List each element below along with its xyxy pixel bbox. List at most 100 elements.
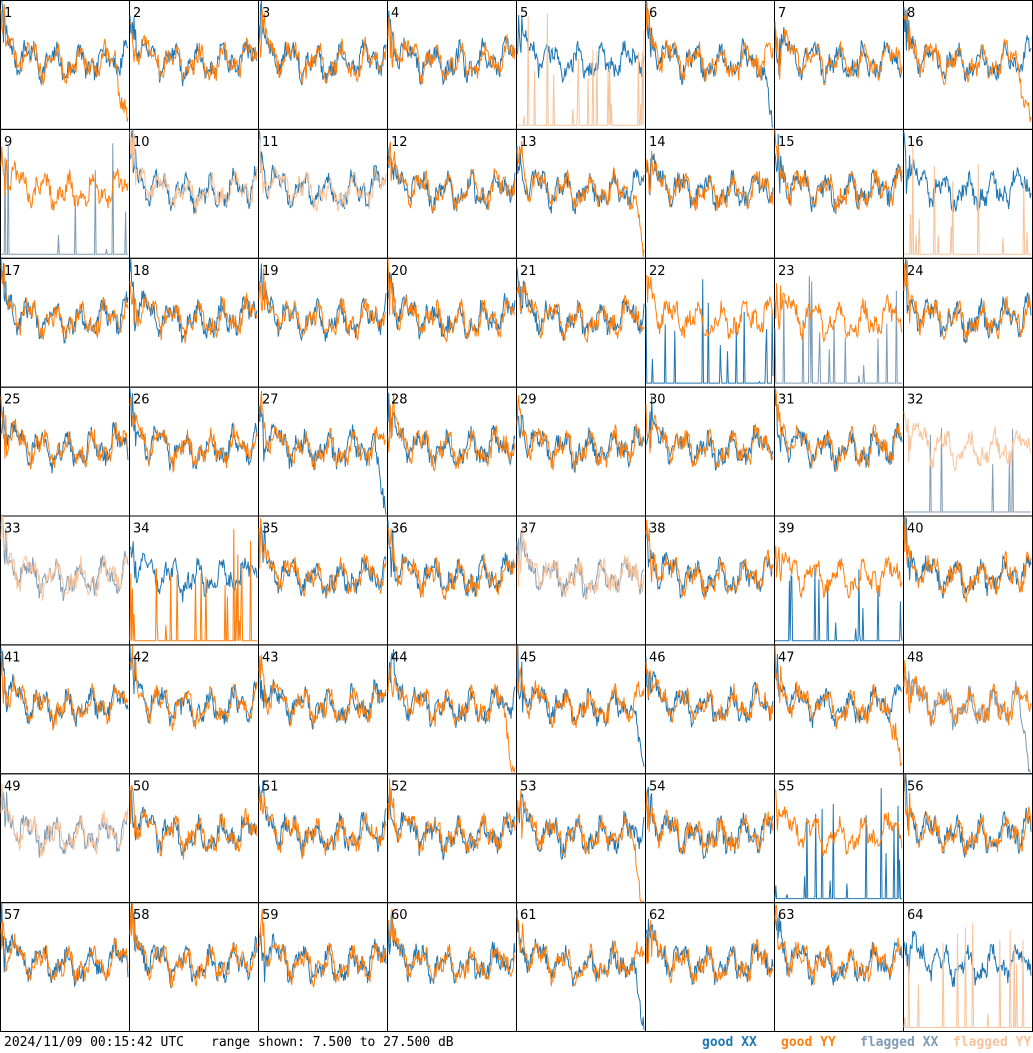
series-yy-good xyxy=(258,268,387,341)
panel-label: 48 xyxy=(907,650,924,665)
series-yy-good xyxy=(774,646,903,767)
series-yy-flagged xyxy=(129,129,258,215)
series-xx-good xyxy=(387,795,516,861)
series-xx-flagged xyxy=(904,427,1031,513)
panel-label: 11 xyxy=(262,135,279,150)
series-yy-good xyxy=(645,662,774,723)
series-yy-good xyxy=(129,281,258,344)
series-yy-flagged xyxy=(516,526,645,600)
range-text: range shown: 7.500 to 27.500 dB xyxy=(211,1035,454,1050)
series-xx-good xyxy=(516,14,645,84)
panel-label: 24 xyxy=(907,264,924,279)
series-yy-good xyxy=(774,283,903,343)
panel-label: 15 xyxy=(778,135,795,150)
series-xx-good xyxy=(129,258,258,343)
series-yy-good xyxy=(645,790,774,855)
panel-label: 63 xyxy=(778,908,795,923)
panel-label: 18 xyxy=(133,264,150,279)
panel-16: 16 xyxy=(903,128,1033,259)
series-yy-good xyxy=(387,141,516,214)
series-xx-flagged xyxy=(0,791,129,858)
panel-label: 5 xyxy=(520,6,528,21)
series-yy-good xyxy=(0,396,129,470)
series-xx-good xyxy=(903,132,1032,213)
panel-label: 22 xyxy=(649,264,666,279)
series-yy-good xyxy=(258,390,387,470)
series-yy-good xyxy=(903,516,1032,604)
panel-32: 32 xyxy=(903,386,1033,517)
series-yy-good xyxy=(645,519,774,600)
panel-54: 54 xyxy=(645,773,775,904)
panel-23: 23 xyxy=(774,257,904,388)
panel-12: 12 xyxy=(387,128,517,259)
series-xx-good xyxy=(387,520,516,598)
panel-28: 28 xyxy=(387,386,517,517)
series-yy-good xyxy=(258,518,387,597)
series-yy-good xyxy=(0,920,129,983)
series-yy-good xyxy=(903,9,1032,122)
panel-label: 36 xyxy=(391,522,408,537)
panel-label: 57 xyxy=(4,908,21,923)
panel-label: 13 xyxy=(520,135,537,150)
legend-flagged-xx: flagged XX xyxy=(860,1035,939,1050)
panel-label: 51 xyxy=(262,779,279,794)
panel-62: 62 xyxy=(645,902,775,1032)
panel-label: 37 xyxy=(520,522,537,537)
panel-label: 61 xyxy=(520,908,537,923)
panel-42: 42 xyxy=(129,644,259,775)
panel-60: 60 xyxy=(387,902,517,1032)
series-yy-good xyxy=(645,919,774,985)
series-yy-good xyxy=(774,789,903,858)
series-yy-good xyxy=(387,17,516,85)
panel-label: 27 xyxy=(262,393,279,408)
panel-label: 33 xyxy=(4,522,21,537)
panel-label: 16 xyxy=(907,135,924,150)
series-xx-good xyxy=(129,129,258,214)
panel-64: 64 xyxy=(903,902,1033,1032)
panel-label: 53 xyxy=(520,779,537,794)
panel-37: 37 xyxy=(516,515,646,646)
panel-33: 33 xyxy=(0,515,130,646)
series-yy-good xyxy=(387,665,516,773)
panel-52: 52 xyxy=(387,773,517,904)
panel-1: 1 xyxy=(0,0,130,130)
series-yy-good xyxy=(258,654,387,730)
series-xx-good xyxy=(645,153,774,211)
series-yy-good xyxy=(903,259,1032,343)
panel-label: 6 xyxy=(649,6,657,21)
panel-label: 35 xyxy=(262,522,279,537)
panel-4: 4 xyxy=(387,0,517,130)
series-xx-good xyxy=(387,913,516,984)
series-xx-good xyxy=(774,22,903,84)
series-yy-good xyxy=(387,908,516,983)
panel-label: 7 xyxy=(778,6,786,21)
panel-label: 14 xyxy=(649,135,666,150)
panel-label: 50 xyxy=(133,779,150,794)
series-yy-good xyxy=(645,404,774,468)
panel-18: 18 xyxy=(129,257,259,388)
panel-label: 2 xyxy=(133,6,141,21)
panel-45: 45 xyxy=(516,644,646,775)
panel-61: 61 xyxy=(516,902,646,1032)
panel-50: 50 xyxy=(129,773,259,904)
panel-58: 58 xyxy=(129,902,259,1032)
panel-25: 25 xyxy=(0,386,130,517)
panel-5: 5 xyxy=(516,0,646,130)
panel-24: 24 xyxy=(903,257,1033,388)
panel-7: 7 xyxy=(774,0,904,130)
series-yy-good xyxy=(516,395,645,473)
legend-good-xx: good XX xyxy=(702,1035,757,1050)
panel-26: 26 xyxy=(129,386,259,517)
panel-63: 63 xyxy=(774,902,904,1032)
panel-label: 52 xyxy=(391,779,408,794)
panel-label: 26 xyxy=(133,393,150,408)
panel-40: 40 xyxy=(903,515,1033,646)
series-xx-good xyxy=(903,7,1032,82)
panel-29: 29 xyxy=(516,386,646,517)
panel-label: 31 xyxy=(778,393,795,408)
series-xx-good xyxy=(903,930,1032,988)
panel-22: 22 xyxy=(645,257,775,388)
panel-label: 47 xyxy=(778,650,795,665)
panel-38: 38 xyxy=(645,515,775,646)
